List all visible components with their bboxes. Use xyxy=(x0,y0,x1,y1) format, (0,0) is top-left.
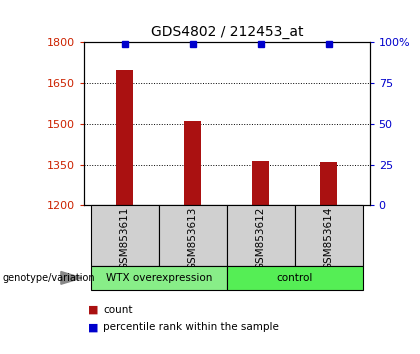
Text: GSM853613: GSM853613 xyxy=(188,207,198,270)
Text: control: control xyxy=(277,273,313,283)
Bar xyxy=(184,121,201,205)
Text: GSM853614: GSM853614 xyxy=(324,207,334,270)
Text: ■: ■ xyxy=(88,322,99,332)
Text: WTX overexpression: WTX overexpression xyxy=(105,273,212,283)
Bar xyxy=(227,205,295,266)
Text: count: count xyxy=(103,305,132,315)
Bar xyxy=(227,266,363,290)
Bar xyxy=(159,205,227,266)
Bar xyxy=(320,162,337,205)
Bar xyxy=(91,205,159,266)
Text: GSM853612: GSM853612 xyxy=(256,207,266,270)
Text: ■: ■ xyxy=(88,305,99,315)
Text: genotype/variation: genotype/variation xyxy=(2,273,95,283)
Text: percentile rank within the sample: percentile rank within the sample xyxy=(103,322,279,332)
Bar xyxy=(91,266,227,290)
Text: GSM853611: GSM853611 xyxy=(120,207,130,270)
Bar xyxy=(252,161,269,205)
Bar xyxy=(116,70,133,205)
Title: GDS4802 / 212453_at: GDS4802 / 212453_at xyxy=(150,25,303,39)
Polygon shape xyxy=(61,272,82,284)
Bar xyxy=(295,205,363,266)
